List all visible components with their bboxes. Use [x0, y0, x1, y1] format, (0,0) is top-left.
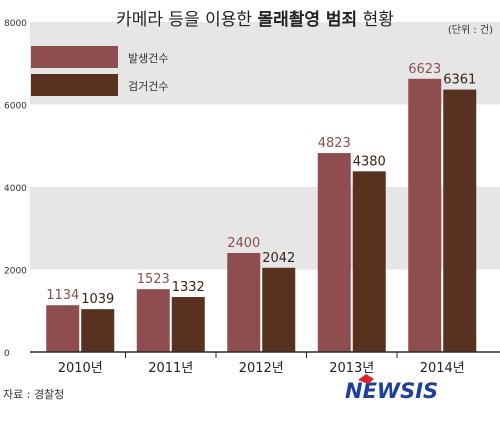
x-tick-label: 2011년	[148, 361, 193, 376]
source-note: 자료 : 경찰청	[3, 388, 64, 401]
bar-value-label: 1039	[81, 292, 114, 307]
chart-title-prefix: 카메라 등을 이용한	[116, 10, 257, 30]
bar-value-label: 4380	[353, 154, 386, 169]
bar-occurrence	[317, 153, 351, 352]
bar-value-label: 4823	[318, 136, 351, 151]
legend-label-arrest: 검거건수	[128, 80, 168, 93]
bar-value-label: 1134	[46, 288, 79, 303]
x-tick-label: 2010년	[58, 361, 103, 376]
bar-value-label: 6361	[443, 73, 476, 88]
y-tick-label: 4000	[4, 184, 27, 194]
bar-arrest	[81, 309, 115, 352]
bar-arrest	[262, 267, 296, 352]
bar-occurrence	[136, 289, 170, 352]
chart-title-suffix: 현황	[357, 10, 394, 30]
y-tick-label: 0	[4, 349, 10, 359]
logo-text: NEWSIS	[345, 379, 438, 403]
newsis-logo: NEWSIS	[345, 374, 438, 403]
legend-swatch-arrest	[31, 74, 118, 96]
bar-value-label: 2400	[227, 236, 260, 251]
bar-arrest	[352, 171, 386, 352]
legend-label-occurrence: 발생건수	[128, 52, 168, 65]
chart-title-bold: 몰래촬영 범죄	[257, 10, 357, 30]
chart-title: 카메라 등을 이용한 몰래촬영 범죄 현황	[116, 10, 394, 30]
bar-occurrence	[227, 253, 261, 352]
bar-value-label: 2042	[262, 251, 295, 266]
y-axis-ticks: 0 2000 4000 6000 8000	[4, 19, 27, 359]
legend-swatch-occurrence	[31, 46, 118, 68]
x-tick-label: 2013년	[329, 361, 374, 376]
legend: 발생건수 검거건수	[31, 46, 168, 96]
y-tick-label: 6000	[4, 102, 27, 112]
logo-mark-icon	[358, 374, 374, 384]
y-tick-label: 8000	[4, 19, 27, 29]
bar-value-label: 1523	[137, 272, 170, 287]
bar-arrest	[443, 89, 477, 352]
x-tick-label: 2014년	[420, 361, 465, 376]
bar-arrest	[171, 297, 205, 352]
bar-occurrence	[408, 78, 442, 353]
unit-note: (단위 : 건)	[448, 23, 493, 36]
bar-occurrence	[46, 305, 80, 352]
x-axis-labels: 2010년 2011년 2012년 2013년 2014년	[58, 352, 465, 376]
y-tick-label: 2000	[4, 267, 27, 277]
bar-value-label: 6623	[408, 62, 441, 77]
bar-value-label: 1332	[172, 280, 205, 295]
bars	[46, 78, 477, 353]
x-tick-label: 2012년	[239, 361, 284, 376]
